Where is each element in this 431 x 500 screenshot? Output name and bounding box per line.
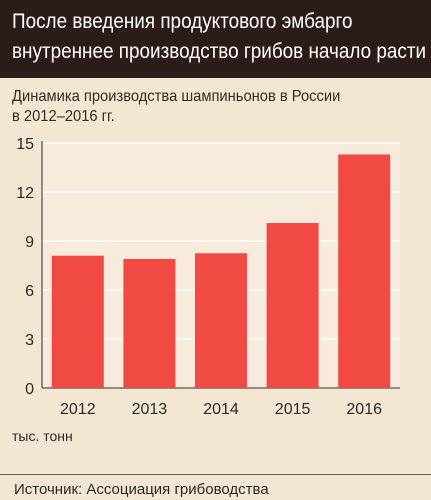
bar xyxy=(266,223,319,388)
source-divider xyxy=(0,474,431,475)
y-tick-label: 0 xyxy=(25,381,34,398)
y-tick-label: 15 xyxy=(16,136,34,153)
bar xyxy=(51,255,104,388)
x-tick-label: 2016 xyxy=(346,401,382,418)
y-tick-label: 12 xyxy=(16,185,34,202)
bar xyxy=(123,258,176,388)
y-tick-label: 6 xyxy=(25,283,34,300)
bar xyxy=(195,253,247,388)
header-banner: После введения продуктового эмбарго внут… xyxy=(0,0,431,78)
x-tick-label: 2012 xyxy=(60,401,96,418)
chart-subtitle-line-1: Динамика производства шампиньонов в Росс… xyxy=(12,88,341,105)
header-title-line-1: После введения продуктового эмбарго xyxy=(12,10,353,33)
header-title-line-2: внутреннее производство грибов начало ра… xyxy=(12,40,427,63)
y-tick-label: 3 xyxy=(25,332,34,349)
y-tick-label: 9 xyxy=(25,234,34,251)
chart-subtitle-line-2: в 2012–2016 гг. xyxy=(12,108,115,125)
unit-label: тыс. тонн xyxy=(12,428,73,444)
source-note: Источник: Ассоциация грибоводства xyxy=(14,481,269,498)
bar xyxy=(338,154,391,388)
x-tick-label: 2013 xyxy=(132,401,168,418)
x-tick-label: 2014 xyxy=(203,401,239,418)
x-tick-label: 2015 xyxy=(275,401,311,418)
